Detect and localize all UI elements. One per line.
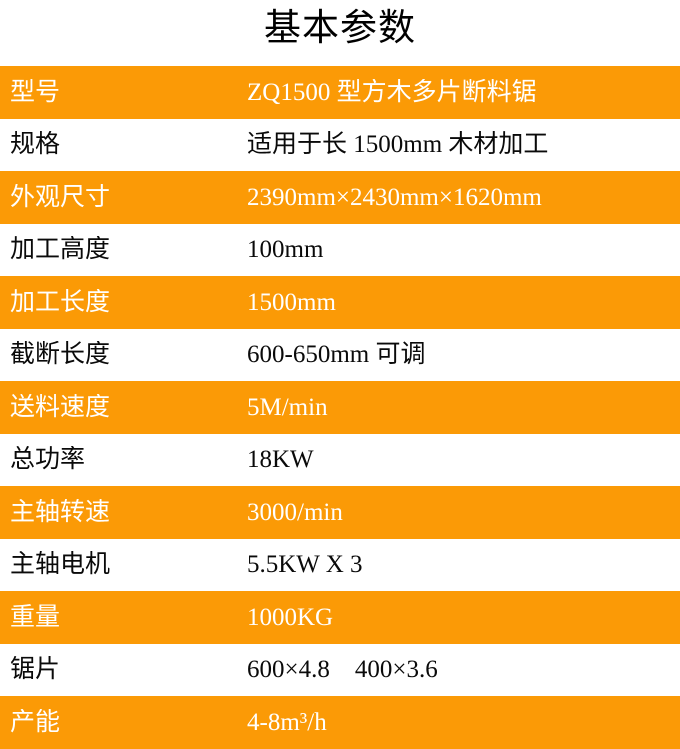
spec-value: 2390mm×2430mm×1620mm <box>247 183 542 211</box>
specifications-table: 型号 ZQ1500 型方木多片断料锯规格 适用于长 1500mm 木材加工外观尺寸 2… <box>0 66 680 749</box>
spec-value: 4-8m³/h <box>247 708 327 736</box>
spec-value: 1000KG <box>247 603 334 631</box>
spec-value: 5M/min <box>247 393 328 421</box>
table-row: 规格 适用于长 1500mm 木材加工 <box>0 118 680 171</box>
table-row: 加工长度 1500mm <box>0 276 680 329</box>
spec-label: 产能 <box>10 708 61 736</box>
spec-value: 适用于长 1500mm 木材加工 <box>247 131 549 158</box>
spec-label: 外观尺寸 <box>10 183 111 211</box>
table-row: 锯片 600×4.8 400×3.6 <box>0 643 680 696</box>
table-row: 主轴电机 5.5KW X 3 <box>0 538 680 591</box>
spec-value: 5.5KW X 3 <box>247 551 363 578</box>
spec-label: 主轴转速 <box>10 498 111 526</box>
spec-value: 18KW <box>247 446 314 473</box>
table-row: 截断长度 600-650mm 可调 <box>0 328 680 381</box>
spec-label: 主轴电机 <box>10 551 111 578</box>
spec-label: 送料速度 <box>10 393 111 421</box>
spec-value: 3000/min <box>247 498 343 526</box>
table-row: 型号 ZQ1500 型方木多片断料锯 <box>0 66 680 119</box>
table-row: 主轴转速 3000/min <box>0 486 680 539</box>
spec-label: 规格 <box>10 131 61 158</box>
spec-value: 100mm <box>247 236 324 263</box>
spec-label: 锯片 <box>10 656 61 683</box>
table-row: 外观尺寸 2390mm×2430mm×1620mm <box>0 171 680 224</box>
spec-value: 600-650mm 可调 <box>247 341 426 368</box>
spec-value: 600×4.8 400×3.6 <box>247 656 438 683</box>
table-row: 总功率 18KW <box>0 433 680 486</box>
table-row: 产能 4-8m³/h <box>0 696 680 749</box>
table-row: 加工高度 100mm <box>0 223 680 276</box>
page-title: 基本参数 <box>264 8 416 49</box>
table-row: 送料速度 5M/min <box>0 381 680 434</box>
spec-label: 加工高度 <box>10 236 111 263</box>
spec-label: 总功率 <box>10 446 86 473</box>
spec-label: 加工长度 <box>10 288 111 316</box>
spec-label: 型号 <box>10 78 61 106</box>
spec-value: ZQ1500 型方木多片断料锯 <box>247 78 537 106</box>
spec-label: 重量 <box>10 603 61 631</box>
spec-label: 截断长度 <box>10 341 111 368</box>
spec-value: 1500mm <box>247 288 336 316</box>
table-row: 重量 1000KG <box>0 591 680 644</box>
